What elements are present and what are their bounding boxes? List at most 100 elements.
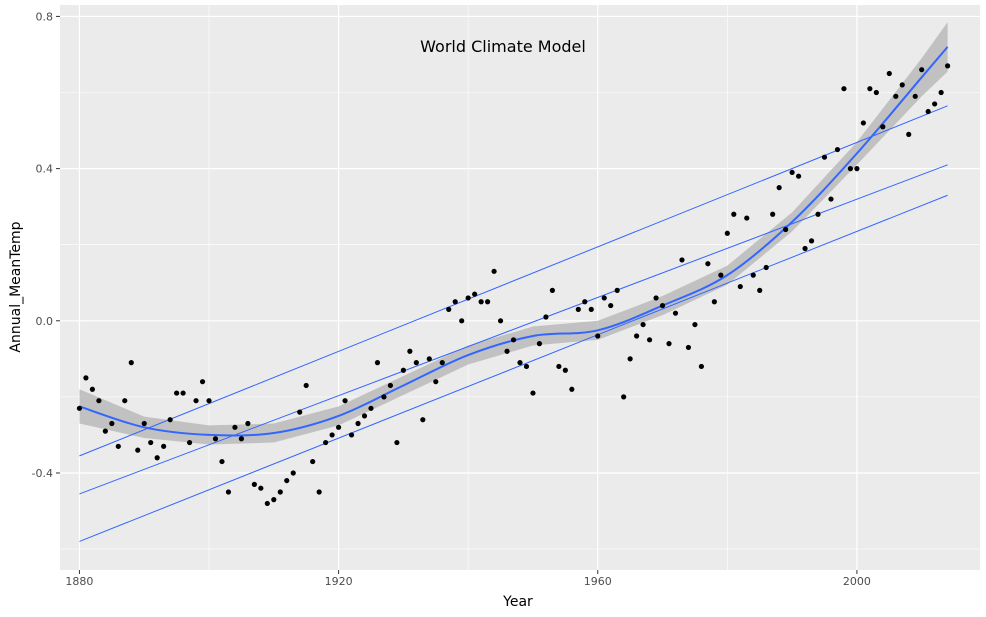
data-point <box>906 131 912 137</box>
reference-line <box>79 105 948 457</box>
data-point <box>634 333 640 339</box>
data-point <box>316 489 322 495</box>
x-tick-label: 1960 <box>584 575 612 588</box>
data-point <box>679 257 685 263</box>
data-point <box>776 185 782 191</box>
data-point <box>174 390 180 396</box>
data-point <box>646 337 653 343</box>
data-point <box>621 394 627 400</box>
data-point <box>478 299 484 305</box>
data-point <box>886 70 892 77</box>
data-point <box>232 424 238 430</box>
data-point <box>180 390 186 396</box>
y-axis-ticks: -0.4 0.0 0.4 0.8 <box>32 10 60 480</box>
data-point <box>614 287 620 293</box>
y-tick-label: 0.8 <box>36 10 54 23</box>
reference-lines <box>79 105 948 542</box>
data-point <box>718 272 724 278</box>
data-point <box>245 420 251 427</box>
data-point <box>83 375 89 381</box>
data-point <box>899 82 905 88</box>
data-point <box>640 321 646 328</box>
grid-major <box>60 5 980 570</box>
data-point <box>750 272 756 278</box>
data-point <box>199 379 206 385</box>
confidence-band <box>79 22 948 445</box>
data-point <box>945 63 951 69</box>
data-point <box>400 367 406 373</box>
data-point <box>122 398 128 404</box>
data-point <box>867 86 873 92</box>
chart-title: World Climate Model <box>420 37 586 56</box>
data-point <box>666 341 672 347</box>
data-point <box>711 299 717 305</box>
smooth-line <box>79 46 949 437</box>
data-point <box>912 93 918 99</box>
data-point <box>290 470 296 476</box>
panel-background <box>60 5 980 570</box>
data-point <box>854 166 860 172</box>
y-tick-label: -0.4 <box>32 467 53 480</box>
data-point <box>659 302 666 309</box>
data-point <box>873 89 879 96</box>
data-point <box>329 432 335 438</box>
data-point <box>193 398 199 404</box>
data-point <box>271 497 277 503</box>
data-point <box>368 405 374 411</box>
data-point <box>744 215 750 221</box>
data-point <box>491 268 497 274</box>
data-point <box>420 417 426 423</box>
data-point <box>342 398 348 404</box>
data-point <box>102 428 108 434</box>
data-point <box>115 443 121 449</box>
data-point <box>96 398 102 404</box>
data-point <box>109 420 115 427</box>
data-point <box>452 299 458 305</box>
data-point <box>770 211 776 217</box>
data-point <box>685 344 692 351</box>
data-point <box>783 226 789 233</box>
data-point <box>737 283 743 290</box>
data-point <box>394 439 400 446</box>
data-point <box>802 245 808 252</box>
data-point <box>407 348 413 354</box>
reference-line <box>79 164 948 495</box>
x-tick-label: 1920 <box>325 575 353 588</box>
data-point <box>303 382 309 389</box>
data-point <box>932 101 938 107</box>
data-point <box>893 93 899 99</box>
data-point <box>154 455 160 461</box>
data-point <box>335 424 342 430</box>
data-point <box>238 436 245 442</box>
data-point <box>569 386 575 392</box>
grid-minor <box>60 5 980 570</box>
data-point <box>523 363 530 370</box>
data-point <box>446 306 452 312</box>
data-point <box>258 485 264 491</box>
data-point <box>355 420 361 427</box>
data-point <box>938 89 944 96</box>
y-tick-label: 0.4 <box>36 163 54 176</box>
reference-line <box>79 194 948 542</box>
data-point <box>880 124 886 130</box>
data-point <box>841 86 847 92</box>
data-point <box>141 420 147 427</box>
data-point <box>161 443 167 449</box>
data-point <box>860 120 866 126</box>
data-point <box>89 386 95 392</box>
data-point <box>297 409 303 415</box>
data-point <box>459 318 465 324</box>
data-points <box>76 63 951 507</box>
data-point <box>413 360 419 366</box>
data-point <box>705 261 711 267</box>
data-point <box>472 291 478 297</box>
data-point <box>821 154 828 160</box>
data-point <box>148 439 154 446</box>
y-tick-label: 0.0 <box>36 315 54 328</box>
confidence-band-area <box>79 22 948 445</box>
data-point <box>588 306 594 312</box>
data-point <box>724 230 730 236</box>
data-point <box>795 173 802 179</box>
